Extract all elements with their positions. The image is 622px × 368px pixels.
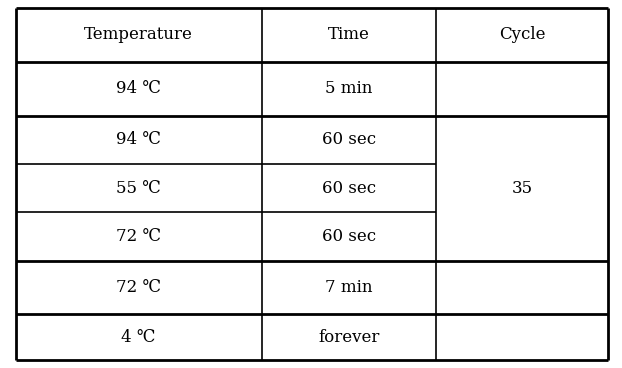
Text: 94 ℃: 94 ℃ xyxy=(116,80,161,97)
Text: 35: 35 xyxy=(512,180,533,197)
Text: forever: forever xyxy=(318,329,379,346)
Text: 7 min: 7 min xyxy=(325,279,373,296)
Text: 4 ℃: 4 ℃ xyxy=(121,329,156,346)
Text: 60 sec: 60 sec xyxy=(322,131,376,148)
Text: 72 ℃: 72 ℃ xyxy=(116,279,161,296)
Text: Cycle: Cycle xyxy=(499,26,545,43)
Text: Time: Time xyxy=(328,26,370,43)
Text: Temperature: Temperature xyxy=(84,26,193,43)
Text: 72 ℃: 72 ℃ xyxy=(116,228,161,245)
Text: 60 sec: 60 sec xyxy=(322,228,376,245)
Text: 94 ℃: 94 ℃ xyxy=(116,131,161,148)
Text: 60 sec: 60 sec xyxy=(322,180,376,197)
Text: 5 min: 5 min xyxy=(325,80,373,97)
Text: 55 ℃: 55 ℃ xyxy=(116,180,161,197)
